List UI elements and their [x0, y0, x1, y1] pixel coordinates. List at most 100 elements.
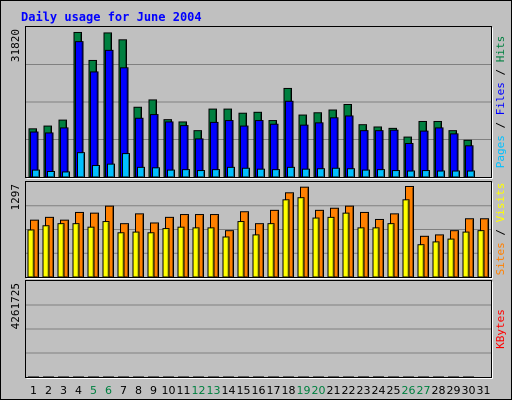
top-legend-item: Hits: [494, 36, 507, 63]
sites-bar-shade: [457, 232, 458, 276]
x-tick-label: 2: [45, 384, 52, 397]
visits-bar-shade: [243, 223, 244, 276]
sites-bar-shade: [217, 216, 218, 276]
x-tick-label: 13: [207, 384, 221, 397]
pages-bar-shade: [473, 172, 474, 176]
sites-bar-shade: [127, 225, 128, 276]
x-tick-label: 23: [357, 384, 371, 397]
visits-bar-shade: [213, 229, 214, 276]
x-tick-label: 14: [222, 384, 236, 397]
x-tick-label: 5: [90, 384, 97, 397]
visits-bar-shade: [48, 227, 49, 276]
x-tick-label: 20: [312, 384, 326, 397]
sites-bar-shade: [52, 218, 53, 276]
visits-bar-shade: [33, 231, 34, 276]
pages-bar-shade: [218, 171, 219, 176]
files-bar-shade: [37, 133, 38, 176]
pages-bar-shade: [293, 168, 294, 176]
sites-bar-shade: [262, 225, 263, 276]
visits-bar-shade: [168, 230, 169, 276]
x-tick-label: 16: [252, 384, 266, 397]
pages-bar-shade: [443, 172, 444, 176]
x-tick-label: 27: [417, 384, 431, 397]
bottom-legend: KBytes: [494, 309, 507, 349]
visits-bar-shade: [288, 201, 289, 276]
pages-bar-shade: [308, 170, 309, 176]
pages-bar-shade: [233, 168, 234, 176]
files-bar-shade: [97, 73, 98, 176]
visits-bar-shade: [198, 229, 199, 276]
sites-bar-shade: [367, 213, 368, 276]
visits-bar-shade: [273, 225, 274, 276]
pages-bar-shade: [398, 172, 399, 176]
visits-bar-shade: [108, 223, 109, 276]
visits-bar-shade: [348, 214, 349, 276]
visits-bar-shade: [93, 228, 94, 276]
visits-bar-shade: [408, 201, 409, 276]
pages-bar-shade: [113, 165, 114, 176]
sites-bar-shade: [337, 209, 338, 276]
x-tick-label: 17: [267, 384, 281, 397]
sites-bar-shade: [37, 221, 38, 276]
visits-bar-shade: [453, 240, 454, 276]
visits-bar-shade: [153, 234, 154, 276]
files-bar-shade: [262, 122, 263, 176]
files-bar-shade: [172, 123, 173, 176]
top-legend-item: Files: [494, 82, 507, 115]
files-bar-shade: [352, 117, 353, 176]
middle-legend-item: Visits: [494, 183, 507, 223]
top-legend-item: Pages: [494, 135, 507, 168]
x-tick-label: 18: [282, 384, 296, 397]
sites-bar-shade: [67, 221, 68, 276]
x-tick-label: 30: [462, 384, 476, 397]
pages-bar-shade: [338, 169, 339, 176]
files-bar-shade: [307, 126, 308, 176]
files-bar-shade: [187, 127, 188, 176]
bottom-legend-item: KBytes: [494, 309, 507, 349]
sites-bar-shade: [397, 215, 398, 276]
files-bar-shade: [367, 132, 368, 176]
visits-bar-shade: [423, 246, 424, 276]
visits-bar-shade: [483, 232, 484, 276]
sites-bar-shade: [157, 224, 158, 276]
pages-bar-shade: [263, 170, 264, 176]
sites-bar-shade: [307, 188, 308, 276]
pages-bar-shade: [143, 168, 144, 176]
pages-bar-shade: [458, 172, 459, 176]
bottom-ymax-label: 4261725: [9, 283, 22, 329]
sites-bar-shade: [427, 237, 428, 276]
visits-bar-shade: [378, 229, 379, 276]
pages-bar-shade: [323, 170, 324, 176]
middle-legend-item: Sites: [494, 242, 507, 275]
top-ymax-label: 31820: [9, 29, 22, 62]
x-tick-label: 29: [447, 384, 461, 397]
files-bar-shade: [427, 132, 428, 176]
pages-bar-shade: [278, 171, 279, 176]
x-tick-label: 4: [75, 384, 82, 397]
pages-bar-shade: [83, 154, 84, 176]
sites-bar-shade: [382, 220, 383, 276]
x-tick-label: 22: [342, 384, 356, 397]
sites-bar-shade: [472, 220, 473, 276]
files-bar-shade: [322, 124, 323, 176]
sites-bar-shade: [232, 232, 233, 276]
sites-bar-shade: [172, 218, 173, 276]
x-tick-label: 25: [387, 384, 401, 397]
pages-bar-shade: [38, 171, 39, 176]
sites-bar-shade: [352, 207, 353, 276]
files-bar-shade: [292, 102, 293, 176]
x-tick-label: 1: [30, 384, 37, 397]
top-legend-item: /: [494, 115, 507, 135]
sites-bar-shade: [277, 211, 278, 276]
sites-bar-shade: [82, 213, 83, 276]
top-legend-item: /: [494, 62, 507, 82]
pages-bar-shade: [128, 155, 129, 176]
visits-bar-shade: [258, 236, 259, 276]
visits-bar-shade: [228, 238, 229, 276]
visits-bar-shade: [63, 225, 64, 276]
visits-bar-shade: [438, 243, 439, 276]
visits-bar-shade: [393, 225, 394, 276]
x-tick-label: 9: [150, 384, 157, 397]
files-bar-shade: [457, 135, 458, 176]
